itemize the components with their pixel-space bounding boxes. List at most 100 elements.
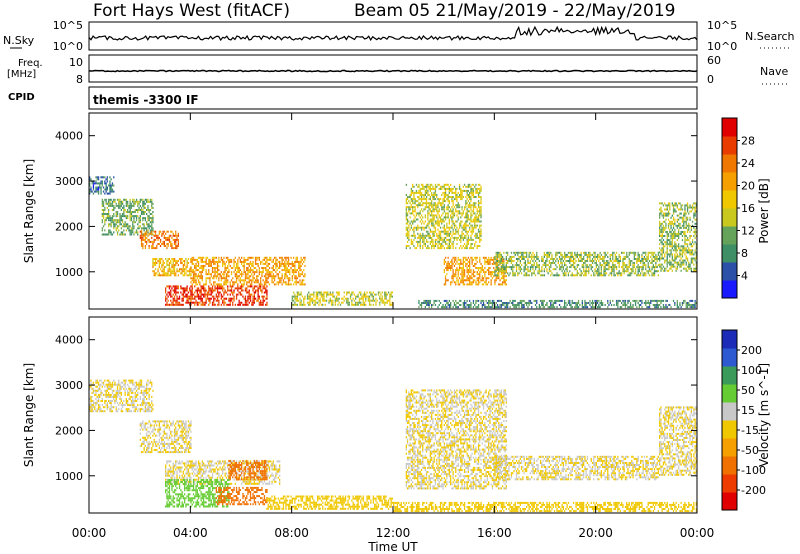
heatmap-cell: [119, 200, 121, 203]
heatmap-cell: [556, 266, 558, 269]
heatmap-cell: [428, 247, 430, 250]
heatmap-cell: [466, 220, 468, 223]
heatmap-cell: [665, 251, 667, 254]
heatmap-cell: [254, 271, 257, 274]
heatmap-cell: [284, 275, 286, 278]
heatmap-cell: [424, 243, 426, 245]
heatmap-cell: [433, 224, 435, 227]
heatmap-cell: [429, 198, 431, 201]
heatmap-cell: [409, 208, 411, 211]
heatmap-cell: [149, 232, 152, 235]
heatmap-cell: [292, 269, 295, 272]
heatmap-cell: [419, 220, 421, 223]
heatmap-cell: [286, 283, 288, 286]
heatmap-cell: [409, 212, 411, 215]
heatmap-cell: [517, 258, 519, 260]
heatmap-cell: [474, 279, 476, 282]
heatmap-cell: [448, 247, 450, 250]
heatmap-cell: [477, 204, 480, 207]
heatmap-cell: [406, 218, 409, 221]
heatmap-cell: [679, 233, 681, 235]
heatmap-cell: [292, 271, 295, 274]
heatmap-cell: [151, 198, 153, 201]
heatmap-cell: [182, 270, 184, 273]
heatmap-cell: [432, 210, 434, 213]
heatmap-cell: [438, 232, 440, 235]
heatmap-cell: [176, 299, 178, 302]
heatmap-cell: [253, 281, 255, 284]
heatmap-cell: [290, 283, 292, 286]
heatmap-cell: [209, 293, 211, 296]
heatmap-cell: [414, 202, 416, 205]
heatmap-cell: [480, 269, 482, 272]
heatmap-cell: [570, 264, 572, 267]
heatmap-cell: [234, 287, 236, 290]
heatmap-cell: [664, 214, 666, 217]
heatmap-cell: [494, 270, 496, 273]
heatmap-cell: [149, 229, 152, 232]
heatmap-cell: [450, 208, 452, 211]
heatmap-cell: [214, 285, 216, 288]
heatmap-cell: [200, 260, 202, 263]
heatmap-cell: [422, 245, 424, 247]
heatmap-cell: [275, 256, 277, 259]
heatmap-cell: [233, 262, 235, 265]
heatmap-cell: [598, 272, 600, 275]
heatmap-cell: [287, 258, 290, 261]
heatmap-cell: [358, 299, 361, 302]
heatmap-cell: [111, 200, 114, 203]
heatmap-cell: [290, 256, 292, 259]
heatmap-cell: [444, 236, 447, 239]
heatmap-cell: [105, 188, 107, 191]
heatmap-cell: [480, 216, 482, 219]
heatmap-cell: [603, 255, 605, 258]
heatmap-cell: [412, 212, 414, 215]
heatmap-cell: [144, 198, 146, 201]
heatmap-cell: [214, 281, 216, 284]
heatmap-cell: [176, 297, 178, 300]
heatmap-cell: [641, 253, 643, 256]
heatmap-cell: [265, 273, 267, 276]
heatmap-cell: [619, 258, 621, 260]
heatmap-cell: [481, 277, 483, 280]
heatmap-cell: [239, 273, 241, 276]
heatmap-cell: [477, 279, 480, 282]
heatmap-cell: [480, 208, 482, 211]
heatmap-cell: [153, 258, 155, 260]
heatmap-cell: [420, 218, 423, 221]
heatmap-cell: [640, 260, 642, 262]
heatmap-cell: [311, 299, 314, 302]
heatmap-cell: [238, 291, 240, 294]
heatmap-cell: [184, 291, 186, 294]
heatmap-cell: [612, 251, 614, 254]
heatmap-cell: [161, 270, 163, 273]
heatmap-cell: [218, 285, 220, 288]
heatmap-cell: [455, 236, 457, 239]
heatmap-cell: [588, 270, 590, 273]
heatmap-cell: [675, 257, 677, 260]
freq-unit: [MHz]: [7, 69, 36, 80]
heatmap-cell: [498, 272, 500, 275]
heatmap-cell: [148, 240, 150, 243]
heatmap-cell: [423, 194, 425, 196]
heatmap-cell: [460, 236, 462, 239]
heatmap-cell: [555, 255, 557, 258]
heatmap-cell: [251, 269, 253, 272]
heatmap-cell: [406, 222, 409, 225]
heatmap-cell: [666, 263, 668, 266]
heatmap-cell: [527, 262, 529, 264]
heatmap-cell: [488, 277, 490, 280]
heatmap-cell: [420, 234, 423, 237]
heatmap-cell: [230, 297, 233, 300]
heatmap-cell: [528, 255, 530, 258]
heatmap-cell: [537, 272, 539, 275]
heatmap-cell: [570, 260, 572, 262]
heatmap-cell: [441, 236, 443, 239]
heatmap-cell: [501, 260, 504, 263]
heatmap-cell: [448, 232, 450, 235]
heatmap-cell: [664, 235, 666, 237]
heatmap-cell: [410, 243, 412, 245]
heatmap-cell: [476, 260, 478, 263]
heatmap-cell: [422, 198, 424, 201]
heatmap-cell: [257, 279, 259, 282]
